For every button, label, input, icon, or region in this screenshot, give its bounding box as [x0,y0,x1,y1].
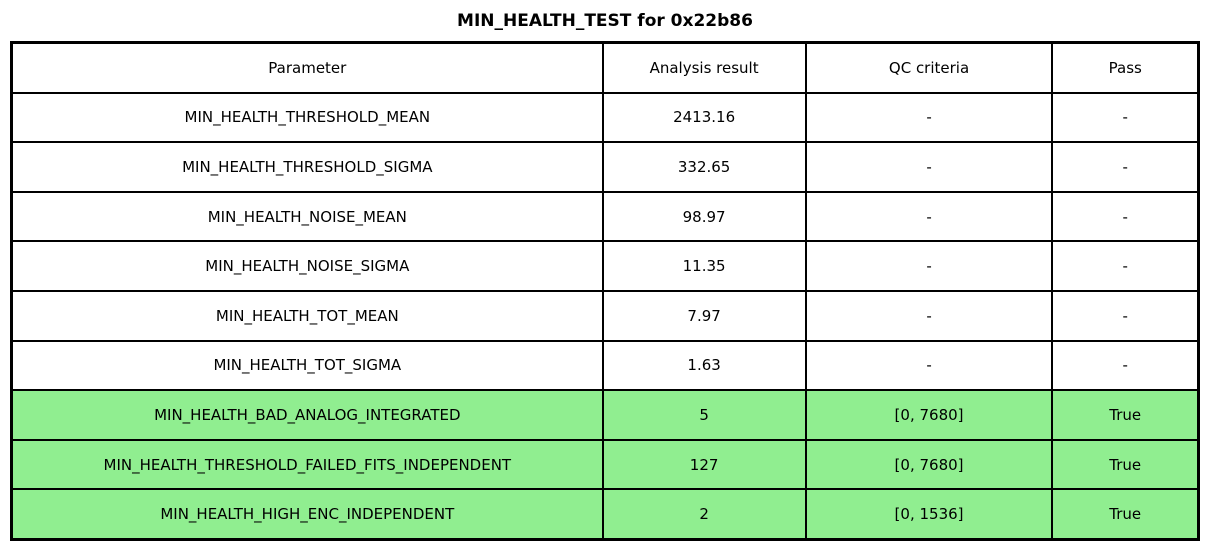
cell-parameter: MIN_HEALTH_BAD_ANALOG_INTEGRATED [10,389,604,441]
cell-qc-criteria: - [804,289,1054,342]
cell-parameter: MIN_HEALTH_NOISE_MEAN [10,190,604,243]
table-header: Parameter Analysis result QC criteria Pa… [10,41,1200,94]
cell-analysis-result: 2 [601,488,807,541]
cell-analysis-result: 1.63 [601,339,807,392]
table-row: MIN_HEALTH_HIGH_ENC_INDEPENDENT 2 [0, 15… [10,488,1200,541]
cell-pass: - [1051,240,1200,292]
table-row: MIN_HEALTH_BAD_ANALOG_INTEGRATED 5 [0, 7… [10,389,1200,441]
cell-analysis-result: 98.97 [601,190,807,243]
cell-parameter: MIN_HEALTH_HIGH_ENC_INDEPENDENT [10,488,604,541]
header-pass: Pass [1051,41,1200,94]
cell-analysis-result: 127 [601,438,807,491]
cell-analysis-result: 332.65 [601,141,807,193]
table-body: MIN_HEALTH_THRESHOLD_MEAN 2413.16 - - MI… [10,91,1200,541]
table-row: MIN_HEALTH_NOISE_MEAN 98.97 - - [10,190,1200,243]
cell-analysis-result: 5 [601,389,807,441]
table-row: MIN_HEALTH_TOT_MEAN 7.97 - - [10,289,1200,342]
cell-pass: - [1051,141,1200,193]
cell-pass: True [1051,389,1200,441]
cell-parameter: MIN_HEALTH_NOISE_SIGMA [10,240,604,292]
header-parameter: Parameter [10,41,604,94]
cell-parameter: MIN_HEALTH_TOT_MEAN [10,289,604,342]
header-qc-criteria: QC criteria [804,41,1054,94]
table-row: MIN_HEALTH_THRESHOLD_MEAN 2413.16 - - [10,91,1200,144]
cell-analysis-result: 7.97 [601,289,807,342]
cell-parameter: MIN_HEALTH_THRESHOLD_MEAN [10,91,604,144]
table-row: MIN_HEALTH_THRESHOLD_SIGMA 332.65 - - [10,141,1200,193]
cell-analysis-result: 11.35 [601,240,807,292]
cell-qc-criteria: - [804,240,1054,292]
cell-qc-criteria: - [804,91,1054,144]
cell-analysis-result: 2413.16 [601,91,807,144]
cell-parameter: MIN_HEALTH_THRESHOLD_FAILED_FITS_INDEPEN… [10,438,604,491]
cell-parameter: MIN_HEALTH_THRESHOLD_SIGMA [10,141,604,193]
cell-qc-criteria: [0, 7680] [804,389,1054,441]
header-analysis-result: Analysis result [601,41,807,94]
header-row: Parameter Analysis result QC criteria Pa… [10,41,1200,94]
page-title: MIN_HEALTH_TEST for 0x22b86 [457,10,753,31]
cell-pass: - [1051,91,1200,144]
qc-results-table: Parameter Analysis result QC criteria Pa… [10,41,1200,541]
cell-parameter: MIN_HEALTH_TOT_SIGMA [10,339,604,392]
cell-qc-criteria: [0, 1536] [804,488,1054,541]
cell-pass: True [1051,488,1200,541]
table-row: MIN_HEALTH_NOISE_SIGMA 11.35 - - [10,240,1200,292]
cell-qc-criteria: - [804,141,1054,193]
cell-pass: - [1051,190,1200,243]
cell-qc-criteria: [0, 7680] [804,438,1054,491]
cell-pass: - [1051,339,1200,392]
cell-qc-criteria: - [804,339,1054,392]
cell-qc-criteria: - [804,190,1054,243]
table-row: MIN_HEALTH_THRESHOLD_FAILED_FITS_INDEPEN… [10,438,1200,491]
cell-pass: - [1051,289,1200,342]
table-row: MIN_HEALTH_TOT_SIGMA 1.63 - - [10,339,1200,392]
cell-pass: True [1051,438,1200,491]
